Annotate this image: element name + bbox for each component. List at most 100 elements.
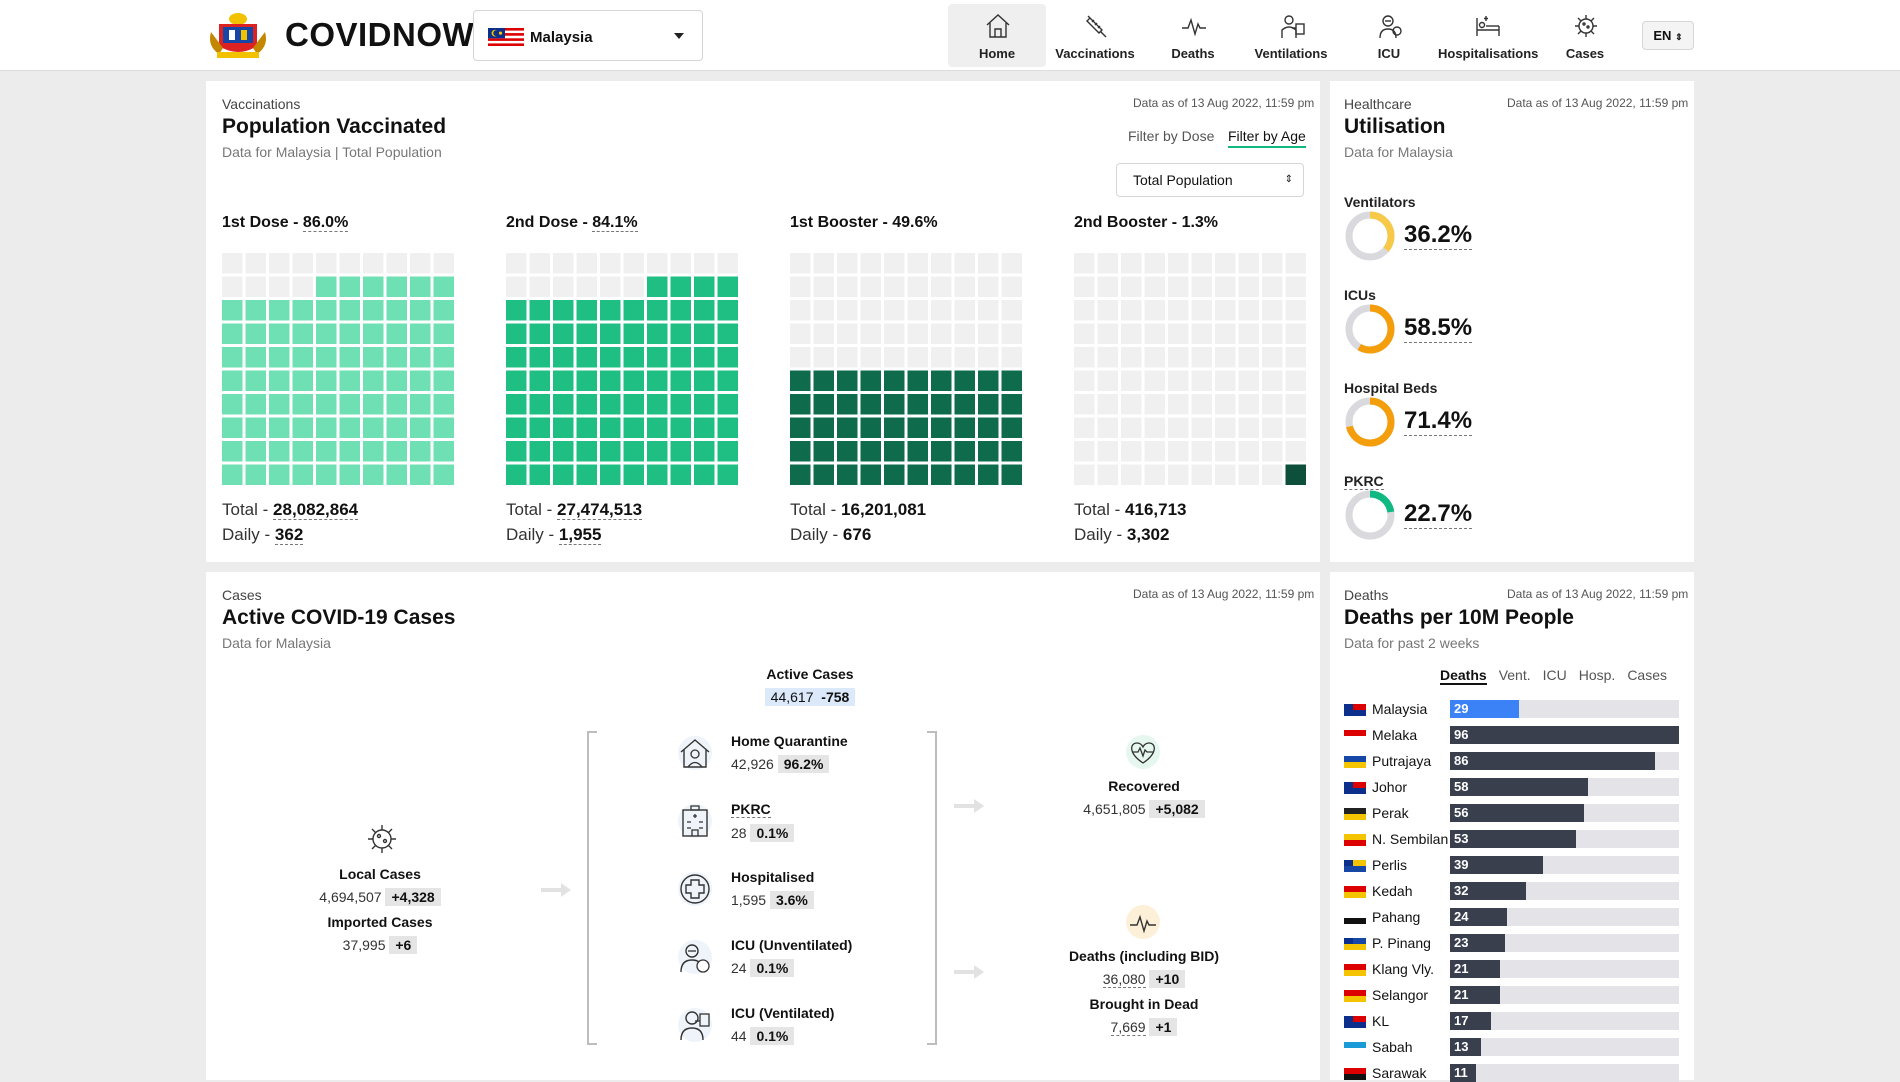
active-cases-delta: -758: [821, 689, 850, 705]
waffle-cell: [978, 253, 999, 274]
language-select[interactable]: EN ⇕: [1642, 21, 1694, 50]
nav-cases[interactable]: Cases: [1536, 4, 1634, 67]
waffle-cell: [813, 323, 834, 344]
waffle-cell: [670, 394, 691, 415]
state-bar-row[interactable]: Perlis 39: [1344, 856, 1680, 874]
dose-total-value[interactable]: 28,082,864: [273, 500, 359, 520]
breakdown-values: 1,595 3.6%: [731, 891, 814, 909]
state-bar-row[interactable]: Sabah 13: [1344, 1038, 1680, 1056]
population-select[interactable]: Total Population ⇕: [1116, 163, 1304, 197]
bar-fill: [1450, 804, 1584, 822]
utilisation-percent[interactable]: 71.4%: [1404, 407, 1473, 436]
state-bar-row[interactable]: P. Pinang 23: [1344, 934, 1680, 952]
nav-ventilations-label: Ventilations: [1254, 46, 1328, 61]
nav-vaccinations[interactable]: Vaccinations: [1046, 4, 1144, 67]
utilisation-percent[interactable]: 22.7%: [1404, 500, 1473, 529]
waffle-cell: [1191, 300, 1212, 321]
waffle-cell: [954, 347, 975, 368]
tab-icu[interactable]: ICU: [1542, 667, 1567, 683]
waffle-cell: [670, 464, 691, 485]
filter-by-age-tab[interactable]: Filter by Age: [1228, 128, 1306, 148]
brand-title[interactable]: COVIDNOW: [285, 16, 475, 53]
population-select-value: Total Population: [1133, 172, 1233, 188]
utilisation-percent[interactable]: 58.5%: [1404, 314, 1473, 343]
waffle-cell: [1262, 276, 1283, 297]
utilisation-percent[interactable]: 36.2%: [1404, 221, 1473, 250]
tab-deaths[interactable]: Deaths: [1440, 667, 1487, 685]
dose-percent[interactable]: 84.1%: [592, 214, 638, 232]
state-bar-row[interactable]: Kedah 32: [1344, 882, 1680, 900]
dose-daily-value[interactable]: 362: [274, 525, 304, 545]
waffle-cell: [222, 323, 243, 344]
waffle-cell: [245, 370, 266, 391]
dose-daily-value[interactable]: 1,955: [558, 525, 602, 545]
waffle-cell: [269, 417, 290, 438]
pulse-icon: [1126, 905, 1160, 939]
waffle-cell: [576, 464, 597, 485]
country-select[interactable]: Malaysia: [473, 10, 703, 61]
state-bar-row[interactable]: Melaka 96: [1344, 726, 1680, 744]
waffle-cell: [623, 323, 644, 344]
waffle-cell: [316, 441, 337, 462]
tab-vent[interactable]: Vent.: [1498, 667, 1531, 683]
state-bar-row[interactable]: Sarawak 11: [1344, 1064, 1680, 1082]
waffle-cell: [553, 253, 574, 274]
state-bar-row[interactable]: Selangor 21: [1344, 986, 1680, 1004]
bid-value[interactable]: 7,669: [1110, 1019, 1146, 1036]
waffle-cell: [1144, 370, 1165, 391]
waffle-cell: [790, 253, 811, 274]
waffle-cell: [245, 347, 266, 368]
state-bar-row[interactable]: Putrajaya 86: [1344, 752, 1680, 770]
bar-value: 32: [1454, 883, 1469, 898]
dose-total-value[interactable]: 27,474,513: [557, 500, 643, 520]
waffle-cell: [1001, 253, 1022, 274]
nav-deaths[interactable]: Deaths: [1144, 4, 1242, 67]
utilisation-label[interactable]: PKRC: [1344, 473, 1384, 490]
waffle-cell: [553, 370, 574, 391]
state-bar-row[interactable]: KL 17: [1344, 1012, 1680, 1030]
waffle-cell: [506, 441, 527, 462]
waffle-cell: [837, 323, 858, 344]
waffle-cell: [506, 464, 527, 485]
waffle-cell: [269, 464, 290, 485]
waffle-cell: [884, 323, 905, 344]
active-cases-label: Active Cases: [766, 666, 854, 682]
dose-total: Total - 28,082,864: [222, 500, 359, 520]
dose-percent[interactable]: 86.0%: [302, 214, 349, 232]
waffle-cell: [1191, 370, 1212, 391]
waffle-cell: [790, 441, 811, 462]
waffle-cell: [837, 347, 858, 368]
waffle-cell: [316, 253, 337, 274]
state-bar-row[interactable]: Pahang 24: [1344, 908, 1680, 926]
breakdown-percent: 0.1%: [750, 959, 795, 977]
waffle-cell: [954, 323, 975, 344]
malaysia-crest-logo[interactable]: [205, 10, 271, 60]
language-label: EN: [1653, 28, 1672, 43]
deaths-value[interactable]: 36,080: [1102, 971, 1146, 988]
nav-home[interactable]: Home: [948, 4, 1046, 67]
state-bar-row[interactable]: Klang Vly. 21: [1344, 960, 1680, 978]
tab-hosp[interactable]: Hosp.: [1578, 667, 1616, 683]
breakdown-label[interactable]: PKRC: [731, 801, 771, 818]
waffle-cell: [717, 276, 738, 297]
state-bar-row[interactable]: N. Sembilan 53: [1344, 830, 1680, 848]
state-flag-icon: [1344, 730, 1366, 742]
nav-ventilations[interactable]: Ventilations: [1242, 4, 1340, 67]
nav-hospitalisations[interactable]: Hospitalisations: [1438, 4, 1538, 67]
waffle-cell: [1168, 441, 1189, 462]
utilisation-item: Hospital Beds 71.4%: [1344, 380, 1624, 460]
waffle-cell: [790, 323, 811, 344]
waffle-cell: [363, 253, 384, 274]
nav-cases-label: Cases: [1565, 46, 1605, 61]
filter-by-dose-tab[interactable]: Filter by Dose: [1128, 128, 1215, 144]
waffle-cell: [1074, 464, 1095, 485]
state-bar-row[interactable]: Perak 56: [1344, 804, 1680, 822]
state-bar-row[interactable]: Johor 58: [1344, 778, 1680, 796]
waffle-cell: [222, 464, 243, 485]
state-bar-row[interactable]: Malaysia 29: [1344, 700, 1680, 718]
tab-cases[interactable]: Cases: [1627, 667, 1667, 683]
nav-icu[interactable]: ICU: [1340, 4, 1438, 67]
waffle-cell: [647, 394, 668, 415]
waffle-cell: [790, 464, 811, 485]
waffle-cell: [907, 347, 928, 368]
